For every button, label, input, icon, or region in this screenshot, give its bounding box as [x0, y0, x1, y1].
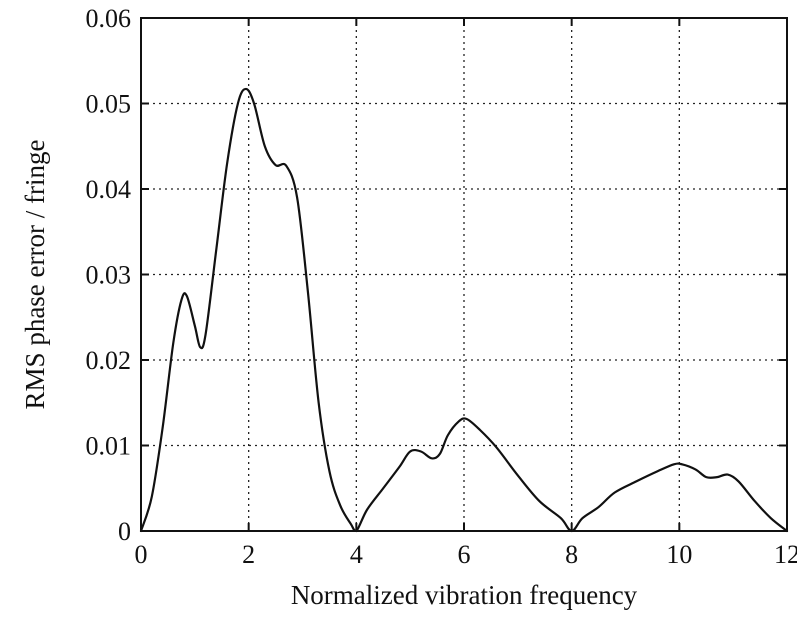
y-tick-label: 0.05	[86, 90, 132, 119]
y-tick-labels: 0 0.01 0.02 0.03 0.04 0.05 0.06	[86, 4, 132, 546]
x-tick-label: 4	[350, 540, 363, 569]
x-tick-label: 12	[774, 540, 797, 569]
x-axis-title: Normalized vibration frequency	[291, 580, 638, 610]
y-tick-label: 0.06	[86, 4, 132, 33]
plot-frame	[140, 17, 788, 532]
grid-lines	[141, 18, 787, 531]
y-tick-label: 0	[118, 517, 131, 546]
series-line	[139, 87, 789, 533]
y-tick-label: 0.01	[86, 432, 132, 461]
x-tick-label: 10	[666, 540, 692, 569]
x-tick-label: 0	[135, 540, 148, 569]
x-tick-label: 8	[565, 540, 578, 569]
x-tick-label: 6	[458, 540, 471, 569]
x-tick-label: 2	[242, 540, 255, 569]
y-tick-label: 0.04	[86, 175, 132, 204]
x-tick-labels: 0 2 4 6 8 10 12	[135, 540, 797, 569]
y-tick-label: 0.02	[86, 346, 132, 375]
y-tick-label: 0.03	[86, 261, 132, 290]
y-axis-title: RMS phase error / fringe	[20, 140, 50, 410]
